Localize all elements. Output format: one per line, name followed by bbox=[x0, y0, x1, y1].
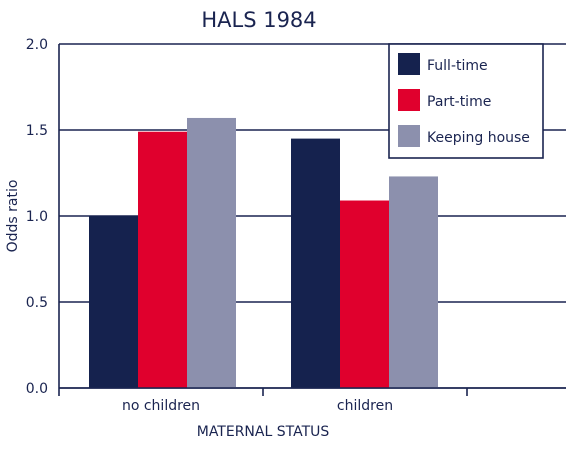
legend-swatch bbox=[398, 53, 420, 75]
bar-keeping-house bbox=[187, 117, 236, 389]
legend-label: Part-time bbox=[427, 94, 491, 110]
chart-title: HALS 1984 bbox=[201, 8, 316, 32]
y-tick-label: 1.5 bbox=[26, 123, 48, 139]
legend: Full-time Part-time Keeping house bbox=[388, 43, 544, 159]
bar-full-time bbox=[291, 138, 340, 388]
y-tick-labels: 0.0 0.5 1.0 1.5 2.0 bbox=[26, 37, 48, 397]
bars bbox=[89, 117, 438, 389]
y-tick-label: 2.0 bbox=[26, 37, 48, 53]
bar-part-time bbox=[340, 200, 389, 388]
y-tick-label: 1.0 bbox=[26, 209, 48, 225]
x-tick-labels: no children children bbox=[122, 398, 393, 414]
legend-label: Full-time bbox=[427, 58, 488, 74]
y-axis-label: Odds ratio bbox=[5, 180, 21, 253]
legend-swatch bbox=[398, 125, 420, 147]
legend-swatch bbox=[398, 89, 420, 111]
x-tick-label: children bbox=[337, 398, 393, 414]
bar-keeping-house bbox=[389, 176, 438, 388]
bar-part-time bbox=[138, 131, 187, 388]
legend-label: Keeping house bbox=[427, 130, 530, 146]
axes bbox=[58, 44, 566, 396]
y-tick-label: 0.5 bbox=[26, 295, 48, 311]
x-axis-label: MATERNAL STATUS bbox=[197, 424, 330, 440]
x-tick-label: no children bbox=[122, 398, 200, 414]
bar-full-time bbox=[89, 216, 138, 388]
y-tick-label: 0.0 bbox=[26, 381, 48, 397]
